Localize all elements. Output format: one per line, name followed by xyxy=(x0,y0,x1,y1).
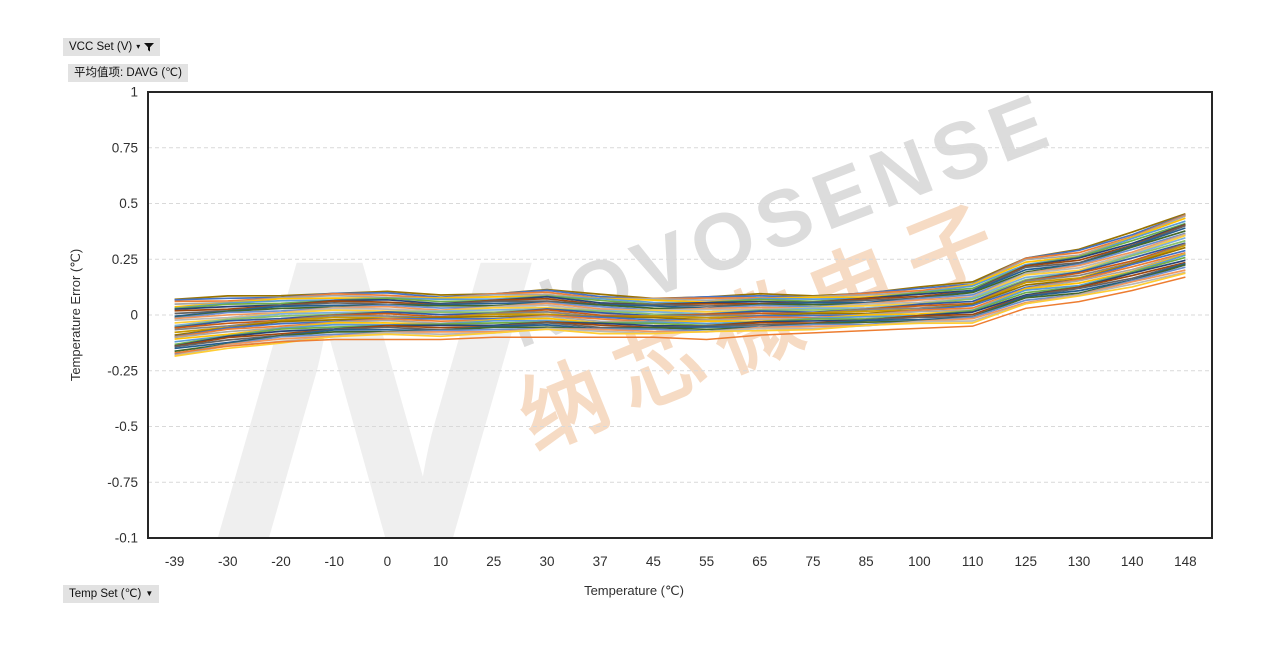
y-tick-label: 0.5 xyxy=(119,196,138,211)
series-line xyxy=(174,224,1186,315)
y-tick-label: -0.75 xyxy=(107,475,138,490)
x-tick-label: 10 xyxy=(433,554,448,569)
x-tick-label: 130 xyxy=(1068,554,1091,569)
y-tick-label: -0.5 xyxy=(115,419,138,434)
filter-funnel-icon xyxy=(144,42,155,52)
series-line xyxy=(174,263,1186,353)
series-line xyxy=(174,234,1186,324)
x-tick-label: 0 xyxy=(384,554,392,569)
x-tick-label: 25 xyxy=(486,554,501,569)
x-tick-label: 110 xyxy=(962,554,984,569)
y-tick-label: 0.25 xyxy=(112,252,138,267)
x-tick-label: 148 xyxy=(1174,554,1197,569)
series-line xyxy=(174,215,1186,305)
x-tick-label: 30 xyxy=(539,554,554,569)
series-line xyxy=(174,246,1186,336)
series-line xyxy=(174,254,1186,343)
series-line xyxy=(174,244,1186,334)
x-tick-label: 65 xyxy=(752,554,767,569)
field-button-vcc-set[interactable]: VCC Set (V) ▾ xyxy=(63,38,161,56)
series-line xyxy=(174,256,1186,346)
x-tick-label: 85 xyxy=(859,554,874,569)
field-button-vcc-label: VCC Set (V) xyxy=(69,41,133,53)
dropdown-caret-icon: ▾ xyxy=(136,42,141,51)
series-line xyxy=(174,253,1186,340)
x-axis-title: Temperature (℃) xyxy=(584,583,684,598)
series-line xyxy=(174,266,1186,355)
series-line xyxy=(174,262,1186,350)
y-tick-label: 0.75 xyxy=(112,140,138,155)
y-axis-title: Temperature Error (℃) xyxy=(68,248,83,382)
x-tick-label: 55 xyxy=(699,554,714,569)
x-tick-label: -20 xyxy=(271,554,291,569)
series-line xyxy=(174,223,1186,312)
x-tick-label: 125 xyxy=(1015,554,1038,569)
x-tick-label: 100 xyxy=(908,554,931,569)
field-button-temp-set[interactable]: Temp Set (℃) ▼ xyxy=(63,585,160,603)
x-tick-label: 75 xyxy=(805,554,820,569)
series-line xyxy=(174,272,1186,357)
x-tick-label: 140 xyxy=(1121,554,1144,569)
field-button-value-label: 平均值项: DAVG (℃) xyxy=(74,67,182,79)
plot-border xyxy=(147,91,1213,539)
series-line xyxy=(174,236,1186,327)
series-line xyxy=(174,217,1186,308)
y-tick-label: -0.1 xyxy=(115,531,138,546)
outlier-series-line xyxy=(174,276,1186,354)
x-tick-label: -10 xyxy=(324,554,344,569)
series-line xyxy=(174,214,1186,303)
y-tick-label: -0.25 xyxy=(107,363,138,378)
x-tick-label: -30 xyxy=(218,554,238,569)
y-tick-label: 0 xyxy=(130,308,138,323)
field-button-value-davg[interactable]: 平均值项: DAVG (℃) xyxy=(68,64,188,82)
field-button-temp-label: Temp Set (℃) xyxy=(69,588,142,600)
dropdown-caret-icon: ▼ xyxy=(145,589,154,598)
series-line xyxy=(174,233,1186,322)
y-tick-label: 1 xyxy=(130,85,138,100)
series-line xyxy=(174,243,1186,331)
x-tick-label: 37 xyxy=(593,554,608,569)
x-tick-label: -39 xyxy=(165,554,185,569)
series-line xyxy=(174,227,1186,318)
x-tick-label: 45 xyxy=(646,554,661,569)
